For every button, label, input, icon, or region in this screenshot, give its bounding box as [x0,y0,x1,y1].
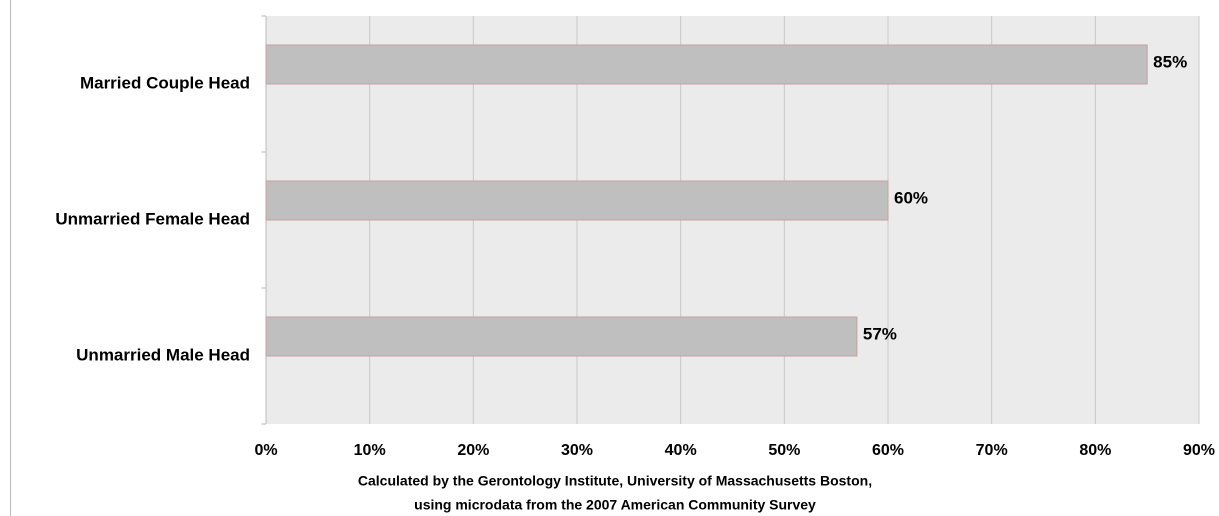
x-tick-label: 40% [665,442,697,459]
x-tick-label: 70% [976,442,1008,459]
data-label: 85% [1153,52,1187,71]
x-tick-label: 20% [457,442,489,459]
x-tick-label: 50% [768,442,800,459]
x-tick-label: 60% [872,442,904,459]
data-label: 57% [863,324,897,343]
x-tick-label: 90% [1183,442,1215,459]
y-tick-label: Married Couple Head [80,73,250,92]
x-tick-label: 10% [354,442,386,459]
x-tick-label: 30% [561,442,593,459]
data-label: 60% [894,188,928,207]
x-tick-label: 0% [254,442,277,459]
source-note: Calculated by the Gerontology Institute,… [358,473,872,489]
y-tick-label: Unmarried Male Head [76,345,250,364]
source-note: using microdata from the 2007 American C… [414,497,816,513]
bar [265,180,889,221]
bar [265,316,858,357]
y-tick-label: Unmarried Female Head [55,209,250,228]
bar [265,44,1148,85]
x-tick-label: 80% [1079,442,1111,459]
